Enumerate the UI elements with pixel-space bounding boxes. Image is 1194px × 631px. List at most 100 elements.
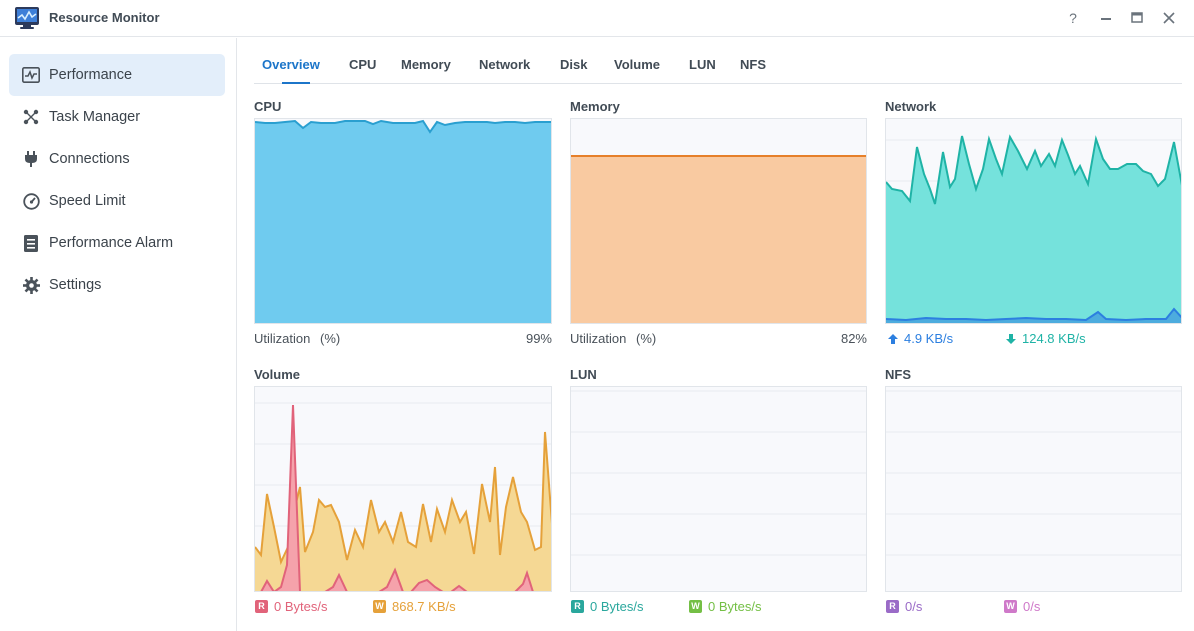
nfs-read-badge: R <box>886 600 899 613</box>
memory-label: Utilization <box>570 331 627 346</box>
cpu-area <box>255 121 551 323</box>
lun-read-rate: R 0 Bytes/s <box>571 599 643 614</box>
sidebar-item-label: Speed Limit <box>49 193 126 209</box>
sidebar-item-label: Task Manager <box>49 109 141 125</box>
nfs-write-rate: W 0/s <box>1004 599 1040 614</box>
resource-monitor-app-icon <box>15 7 39 29</box>
maximize-icon <box>1131 12 1143 23</box>
lun-read-value: 0 Bytes/s <box>590 599 644 614</box>
nfs-chart[interactable] <box>885 386 1182 592</box>
close-button[interactable] <box>1159 8 1179 28</box>
cpu-utilization-label: Utilization (%) <box>254 331 340 346</box>
volume-write-rate: W 868.7 KB/s <box>373 599 456 614</box>
cpu-label: Utilization <box>254 331 311 346</box>
network-panel-title: Network <box>885 99 937 114</box>
upload-arrow-icon <box>888 333 898 344</box>
memory-utilization-value: 82% <box>840 331 867 346</box>
app-title: Resource Monitor <box>49 10 160 25</box>
memory-utilization-label: Utilization (%) <box>570 331 656 346</box>
network-down-area <box>886 136 1181 323</box>
nfs-chart-svg <box>886 390 1181 556</box>
volume-chart-svg <box>255 402 551 591</box>
volume-panel-title: Volume <box>254 367 300 382</box>
cpu-chart[interactable] <box>254 118 552 324</box>
task-manager-icon <box>21 107 41 127</box>
cpu-chart-svg <box>255 119 551 323</box>
tab-memory[interactable]: Memory <box>401 57 451 72</box>
tab-network[interactable]: Network <box>479 57 531 72</box>
title-bar: Resource Monitor ? <box>0 0 1194 37</box>
sidebar-item-performance-alarm[interactable]: Performance Alarm <box>9 222 225 264</box>
tab-bar: Overview CPU Memory Network Disk Volume … <box>254 38 1182 84</box>
sidebar-item-performance[interactable]: Performance <box>9 54 225 96</box>
cpu-unit: (%) <box>319 331 341 346</box>
memory-panel-title: Memory <box>570 99 620 114</box>
close-icon <box>1163 12 1175 24</box>
alarm-list-icon <box>21 233 41 253</box>
network-down-line <box>886 134 1181 205</box>
cpu-panel-title: CPU <box>254 99 282 114</box>
tab-volume[interactable]: Volume <box>614 57 660 72</box>
tab-lun[interactable]: LUN <box>689 57 716 72</box>
download-arrow-icon <box>1006 333 1016 344</box>
volume-read-value: 0 Bytes/s <box>274 599 328 614</box>
volume-read-area <box>261 405 533 591</box>
gear-icon <box>21 275 41 295</box>
lun-write-badge: W <box>689 600 702 613</box>
volume-write-line <box>255 431 551 566</box>
volume-write-value: 868.7 KB/s <box>392 599 456 614</box>
volume-read-line <box>255 404 551 591</box>
tab-disk[interactable]: Disk <box>560 57 588 72</box>
memory-chart-svg <box>571 155 866 323</box>
volume-chart[interactable] <box>254 386 552 592</box>
network-download-value: 124.8 KB/s <box>1022 331 1086 346</box>
tab-overview[interactable]: Overview <box>262 57 320 72</box>
plug-icon <box>21 149 41 169</box>
sidebar-item-connections[interactable]: Connections <box>9 138 225 180</box>
speedometer-icon <box>21 191 41 211</box>
volume-read-rate: R 0 Bytes/s <box>255 599 327 614</box>
help-button[interactable]: ? <box>1069 10 1077 26</box>
network-chart-svg <box>886 134 1181 323</box>
sidebar-item-label: Connections <box>49 151 130 167</box>
network-download-rate: 124.8 KB/s <box>1006 331 1086 346</box>
nfs-read-value: 0/s <box>905 599 923 614</box>
lun-chart[interactable] <box>570 386 867 592</box>
sidebar-item-label: Performance Alarm <box>49 235 174 251</box>
volume-write-badge: W <box>373 600 386 613</box>
performance-icon <box>21 65 41 85</box>
sidebar-item-settings[interactable]: Settings <box>9 264 225 306</box>
sidebar-item-speed-limit[interactable]: Speed Limit <box>9 180 225 222</box>
lun-read-badge: R <box>571 600 584 613</box>
nfs-read-rate: R 0/s <box>886 599 922 614</box>
nfs-panel-title: NFS <box>885 367 911 382</box>
sidebar: Performance Task Manager Connections Spe… <box>0 38 237 631</box>
minimize-button[interactable] <box>1096 8 1116 28</box>
nfs-write-badge: W <box>1004 600 1017 613</box>
network-upload-value: 4.9 KB/s <box>904 331 954 346</box>
sidebar-item-label: Performance <box>49 67 133 83</box>
memory-unit: (%) <box>635 331 657 346</box>
lun-panel-title: LUN <box>570 367 597 382</box>
sidebar-item-label: Settings <box>49 277 102 293</box>
network-up-line <box>886 307 1181 322</box>
lun-write-rate: W 0 Bytes/s <box>689 599 761 614</box>
memory-chart[interactable] <box>570 118 867 324</box>
minimize-icon <box>1101 18 1111 20</box>
network-upload-rate: 4.9 KB/s <box>888 331 953 346</box>
volume-read-badge: R <box>255 600 268 613</box>
maximize-button[interactable] <box>1127 8 1147 28</box>
tab-cpu[interactable]: CPU <box>349 57 377 72</box>
lun-chart-svg <box>571 390 866 556</box>
memory-area <box>571 156 866 323</box>
active-tab-indicator <box>282 82 310 84</box>
lun-write-value: 0 Bytes/s <box>708 599 762 614</box>
cpu-line <box>255 119 551 134</box>
tab-nfs[interactable]: NFS <box>740 57 766 72</box>
cpu-utilization-value: 99% <box>525 331 552 346</box>
network-chart[interactable] <box>885 118 1182 324</box>
nfs-write-value: 0/s <box>1023 599 1041 614</box>
volume-write-area <box>255 432 551 591</box>
sidebar-item-task-manager[interactable]: Task Manager <box>9 96 225 138</box>
